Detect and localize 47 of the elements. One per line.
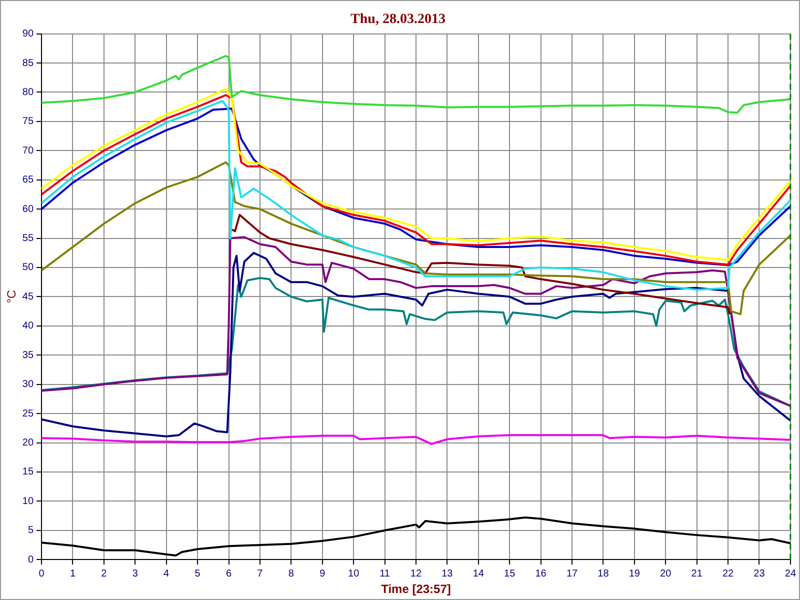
x-tick-label: 13 [442,568,454,580]
x-tick-label: 3 [132,568,138,580]
y-tick-label: 25 [22,408,34,420]
x-tick-label: 7 [257,568,264,580]
x-tick-label: 18 [598,568,610,580]
y-tick-label: 80 [22,86,34,98]
y-tick-label: 75 [22,116,34,128]
y-tick-label: 90 [22,28,34,40]
x-tick-label: 5 [194,568,201,580]
y-tick-label: 65 [22,174,34,186]
y-tick-label: 30 [22,379,34,390]
y-tick-label: 15 [22,466,34,478]
x-tick-label: 9 [320,568,326,580]
x-tick-label: 16 [535,568,547,580]
y-tick-label: 55 [22,233,34,244]
y-tick-label: 45 [22,291,34,302]
y-tick-label: 0 [28,554,34,566]
x-tick-label: 17 [566,568,578,580]
x-tick-label: 11 [380,568,390,580]
y-tick-label: 35 [22,350,34,361]
chart-title: Thu, 28.03.2013 [350,12,446,28]
x-axis-title: Time [23:57] [381,582,451,596]
x-tick-label: 10 [348,568,360,580]
x-tick-label: 15 [504,568,516,580]
y-tick-label: 85 [22,58,34,69]
y-tick-label: 70 [22,145,34,156]
x-tick-label: 2 [101,568,108,580]
y-tick-label: 40 [22,320,34,332]
x-tick-label: 14 [472,568,484,580]
y-tick-label: 50 [22,262,34,274]
x-tick-label: 12 [410,568,422,580]
x-tick-label: 19 [628,568,640,580]
y-axis-title: °C [4,290,19,304]
y-tick-label: 5 [28,525,34,536]
x-tick-label: 21 [691,568,703,580]
x-tick-label: 23 [754,568,766,580]
x-tick-label: 20 [660,568,672,580]
y-tick-label: 20 [22,438,34,449]
x-tick-label: 1 [70,568,76,580]
x-tick-label: 0 [38,568,45,580]
x-tick-label: 6 [226,568,232,580]
x-tick-label: 8 [288,568,294,580]
x-tick-label: 22 [722,568,734,580]
x-tick-label: 4 [164,568,170,580]
y-tick-label: 10 [22,496,34,507]
y-tick-label: 60 [22,204,34,215]
x-tick-label: 24 [784,568,796,580]
